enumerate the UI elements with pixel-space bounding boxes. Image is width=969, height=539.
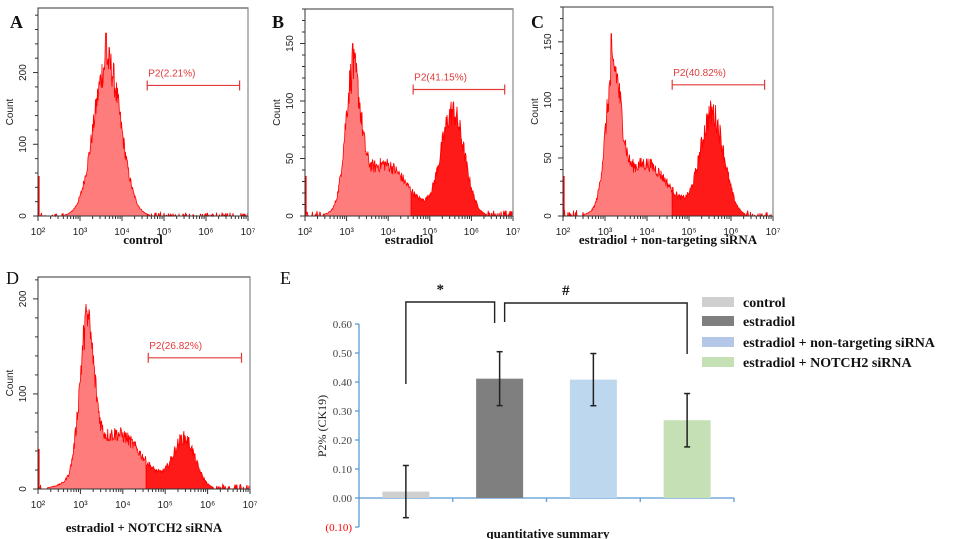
panel-label: E — [280, 268, 291, 288]
significance-marker: # — [562, 283, 570, 299]
y-tick-label: 0 — [285, 213, 296, 219]
x-tick-label: 10⁴ — [639, 227, 654, 238]
bar-chart-panel-e: E (0.10) 0.00 0.10 0.20 0.30 0.40 0.50 0.60 P2% (… — [280, 268, 936, 539]
x-tick-label: 10³ — [339, 227, 354, 238]
x-tick-label: 10² — [298, 227, 313, 238]
y-tick-label: 0.20 — [333, 435, 353, 447]
gate-label: P2(2.21%) — [148, 68, 195, 79]
legend-swatch — [702, 337, 734, 347]
plot-frame — [37, 7, 249, 217]
legend: control estradiol estradiol + non-targetin… — [702, 296, 936, 371]
histogram-panel-b: 0 50 100 150 Count 10² 10³ 10⁴ 10⁵ 10⁶ 10⁷ P2(41.15… — [272, 8, 521, 247]
y-tick-label: 0.40 — [333, 377, 353, 389]
x-tick-label: 10⁵ — [156, 227, 171, 238]
significance-bracket — [405, 301, 496, 384]
y-tick-label: 150 — [543, 33, 554, 50]
panel-title: estradiol + NOTCH2 siRNA — [66, 520, 223, 535]
gate-label: P2(26.82%) — [149, 341, 202, 352]
y-tick-label: 0.00 — [333, 493, 353, 505]
x-tick-label: 10⁷ — [506, 227, 521, 238]
y-tick-label: 0 — [18, 213, 29, 219]
y-tick-label: 0.50 — [333, 348, 353, 360]
x-tick-label: 10⁴ — [380, 227, 395, 238]
histogram-area-ungated — [304, 43, 412, 218]
x-tick-label: 10⁶ — [723, 227, 738, 238]
y-axis-label: Count — [272, 99, 283, 126]
histogram-area-ungated — [38, 32, 148, 218]
y-tick-label: 100 — [18, 385, 29, 402]
panel-title: control — [123, 232, 163, 247]
histogram-area-gated — [671, 100, 773, 217]
y-axis-label: Count — [5, 98, 16, 125]
x-tick-label: 10⁶ — [464, 227, 479, 238]
panel-title: estradiol — [385, 232, 434, 247]
y-axis-label: Count — [530, 98, 541, 125]
panel-label: A — [10, 12, 23, 32]
x-axis-title: quantitative summary — [486, 526, 610, 539]
y-tick-label: 200 — [18, 64, 29, 81]
x-tick-label: 10⁷ — [766, 227, 781, 238]
histogram-panel-c: 0 50 100 150 Count 10² 10³ 10⁴ 10⁵ 10⁶ 10⁷ P2(40.82… — [530, 6, 781, 247]
y-tick-label: 100 — [18, 135, 29, 152]
histogram-area-ungated — [562, 33, 673, 218]
y-tick-label: 0.30 — [333, 406, 353, 418]
legend-swatch — [702, 357, 734, 367]
x-tick-label: 10⁵ — [158, 500, 173, 511]
panel-label: C — [531, 12, 544, 32]
y-tick-label: 0.60 — [333, 319, 353, 331]
panel-label: D — [6, 268, 19, 288]
x-tick-label: 10⁷ — [243, 500, 258, 511]
panel-label: B — [272, 12, 284, 32]
y-tick-label: 100 — [543, 91, 554, 108]
plot-frame — [304, 8, 514, 217]
significance-marker: * — [437, 282, 445, 298]
x-tick-label: 10⁵ — [422, 227, 437, 238]
x-tick-label: 10⁷ — [241, 227, 256, 238]
y-tick-label: 0 — [18, 486, 29, 492]
y-tick-label: 100 — [285, 92, 296, 109]
x-tick-label: 10⁶ — [200, 500, 215, 511]
x-tick-label: 10³ — [73, 500, 88, 511]
x-tick-label: 10² — [31, 227, 46, 238]
y-tick-label: 0 — [543, 213, 554, 219]
y-axis-label: P2% (CK19) — [315, 395, 329, 457]
legend-swatch — [702, 316, 734, 326]
x-tick-label: 10⁶ — [198, 227, 213, 238]
y-tick-label: 0.10 — [333, 464, 353, 476]
histogram-area-gated — [145, 430, 250, 490]
x-tick-label: 10⁴ — [114, 227, 129, 238]
y-axis-label: Count — [5, 369, 16, 396]
histogram-area-ungated — [38, 303, 147, 490]
x-tick-label: 10⁴ — [115, 500, 130, 511]
x-tick-label: 10² — [556, 227, 571, 238]
y-tick-label: 50 — [285, 153, 296, 165]
legend-entry: estradiol — [743, 315, 795, 330]
histogram-area-gated — [146, 210, 249, 218]
y-tick-label: (0.10) — [325, 522, 352, 534]
x-tick-label: 10³ — [73, 227, 88, 238]
gate-label: P2(40.82%) — [673, 68, 726, 79]
significance-bracket — [503, 302, 688, 354]
y-tick-label: 50 — [543, 152, 554, 164]
y-tick-label: 150 — [285, 35, 296, 52]
y-tick-label: 200 — [18, 290, 29, 307]
panel-title: estradiol + non-targeting siRNA — [579, 232, 758, 247]
gate-label: P2(41.15%) — [414, 73, 467, 84]
x-tick-label: 10³ — [598, 227, 613, 238]
legend-swatch — [702, 297, 734, 307]
plot-frame — [37, 276, 251, 490]
histogram-area-gated — [410, 101, 513, 218]
histogram-panel-a: 0 100 200 Count 10² 10³ 10⁴ 10⁵ 10⁶ 10⁷ P2(2.21%) A… — [5, 7, 256, 247]
x-tick-label: 10⁵ — [681, 227, 696, 238]
legend-entry: estradiol + NOTCH2 siRNA — [743, 356, 912, 371]
x-tick-label: 10² — [31, 500, 46, 511]
legend-entry: control — [743, 296, 786, 311]
histogram-panel-d: 0 100 200 Count 10² 10³ 10⁴ 10⁵ 10⁶ 10⁷ P2(26.82%)… — [5, 268, 258, 535]
legend-entry: estradiol + non-targeting siRNA — [743, 336, 936, 351]
